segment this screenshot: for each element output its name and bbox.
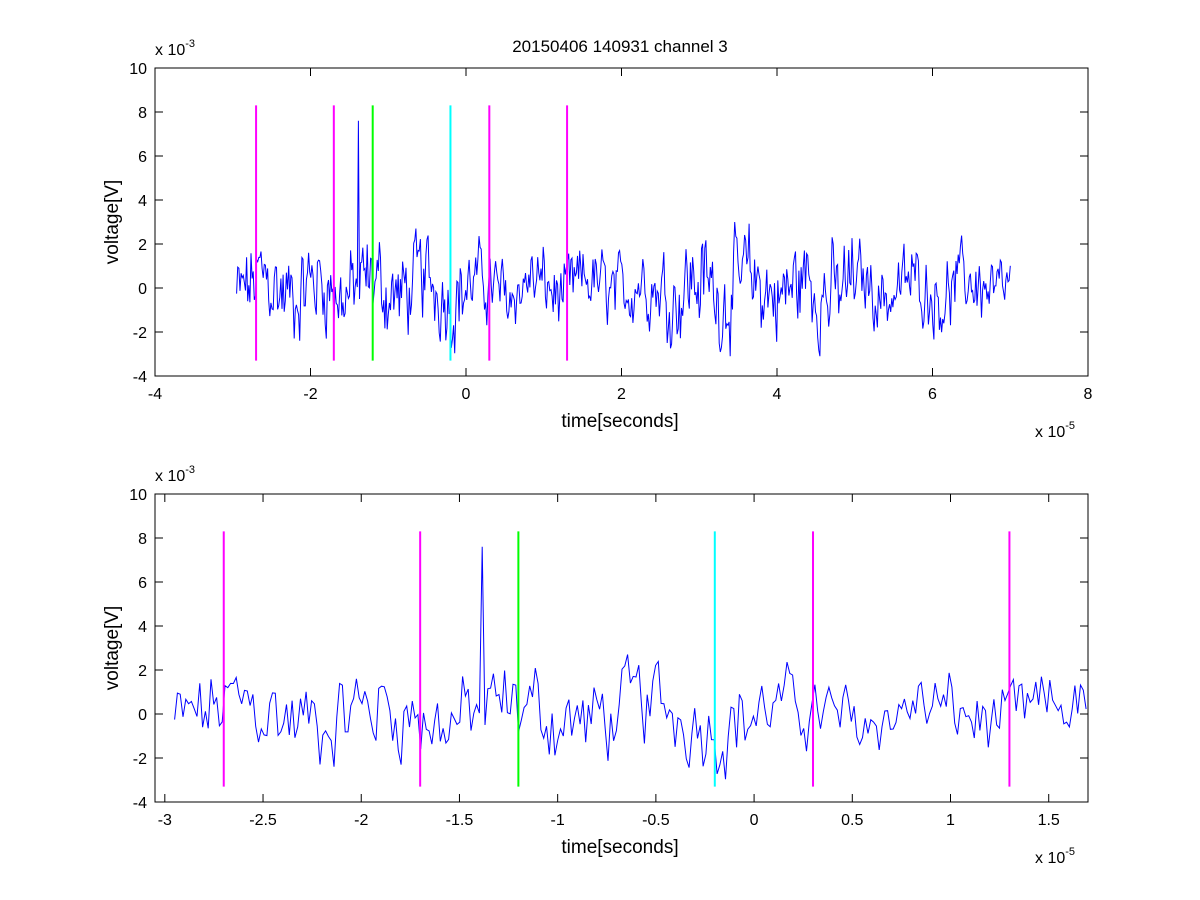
top-signal-layer xyxy=(236,120,1011,357)
bottom-xlabel: time[seconds] xyxy=(561,837,678,858)
bottom-y-exponent-base: x 10 xyxy=(155,468,185,485)
bottom-x-exponent: x 10-5 xyxy=(1035,846,1075,867)
top-ytick-label: 0 xyxy=(138,281,147,298)
bottom-axes-box xyxy=(154,493,1089,803)
top-signal-line xyxy=(236,120,1011,357)
top-xtick-label: -2 xyxy=(303,386,317,403)
top-xtick-label: 2 xyxy=(617,386,626,403)
bottom-xtick-label: 1.5 xyxy=(1038,812,1060,829)
top-xtick-label: 0 xyxy=(462,386,471,403)
subplot-bottom: -3 -2.5 -2 -1.5 -1 -0.5 0 0.5 1 1.5 -4 -2 0 2 4 6 8 10 t… xyxy=(102,464,1089,867)
top-xtick-label: 4 xyxy=(773,386,782,403)
bottom-ytick-label: -2 xyxy=(133,751,147,768)
bottom-xtick-label: -2 xyxy=(354,812,368,829)
bottom-xticks: -3 -2.5 -2 -1.5 -1 -0.5 0 0.5 1 1.5 xyxy=(158,494,1060,829)
bottom-x-exponent-power: -5 xyxy=(1065,846,1075,858)
bottom-signal-line xyxy=(174,546,1087,780)
bottom-yticks: -4 -2 0 2 4 6 8 10 xyxy=(129,487,1088,812)
top-y-exponent-power: -3 xyxy=(185,38,195,50)
top-ytick-label: -2 xyxy=(133,325,147,342)
top-ylabel: voltage[V] xyxy=(102,180,123,265)
bottom-ytick-label: 0 xyxy=(138,707,147,724)
bottom-xtick-label: 0 xyxy=(750,812,759,829)
top-xtick-label: 6 xyxy=(928,386,937,403)
top-ytick-label: 4 xyxy=(138,193,147,210)
bottom-marker-layer xyxy=(222,531,1011,787)
top-y-exponent: x 10-3 xyxy=(155,38,195,59)
bottom-xtick-label: -1 xyxy=(551,812,565,829)
subplot-top: -4 -2 0 2 4 6 8 -4 -2 0 2 4 6 8 10 time[seconds] volt… xyxy=(102,38,1093,441)
bottom-ylabel: voltage[V] xyxy=(102,606,123,691)
top-marker-layer xyxy=(255,105,569,361)
bottom-ytick-label: 10 xyxy=(129,487,147,504)
bottom-signal-layer xyxy=(174,546,1087,780)
top-ytick-label: 10 xyxy=(129,61,147,78)
bottom-y-exponent: x 10-3 xyxy=(155,464,195,485)
top-ytick-label: 8 xyxy=(138,105,147,122)
top-y-exponent-base: x 10 xyxy=(155,42,185,59)
bottom-xtick-label: -3 xyxy=(158,812,172,829)
top-xticks: -4 -2 0 2 4 6 8 xyxy=(148,68,1093,403)
bottom-xtick-label: -1.5 xyxy=(446,812,474,829)
top-xtick-label: -4 xyxy=(148,386,162,403)
top-xtick-label: 8 xyxy=(1084,386,1093,403)
bottom-xtick-label: 0.5 xyxy=(841,812,863,829)
bottom-ytick-label: 6 xyxy=(138,575,147,592)
top-ytick-label: 6 xyxy=(138,149,147,166)
bottom-ytick-label: 4 xyxy=(138,619,147,636)
top-x-exponent-power: -5 xyxy=(1065,420,1075,432)
bottom-y-exponent-power: -3 xyxy=(185,464,195,476)
top-yticks: -4 -2 0 2 4 6 8 10 xyxy=(129,61,1088,386)
top-ytick-label: -4 xyxy=(133,369,147,386)
bottom-xtick-label: -0.5 xyxy=(642,812,670,829)
top-x-exponent-base: x 10 xyxy=(1035,424,1065,441)
bottom-ytick-label: 2 xyxy=(138,663,147,680)
bottom-xtick-label: 1 xyxy=(946,812,955,829)
bottom-ytick-label: -4 xyxy=(133,795,147,812)
bottom-xtick-label: -2.5 xyxy=(249,812,277,829)
top-ytick-label: 2 xyxy=(138,237,147,254)
top-x-exponent: x 10-5 xyxy=(1035,420,1075,441)
chart-title: 20150406 140931 channel 3 xyxy=(512,37,728,56)
top-xlabel: time[seconds] xyxy=(561,411,678,432)
bottom-ytick-label: 8 xyxy=(138,531,147,548)
bottom-x-exponent-base: x 10 xyxy=(1035,850,1065,867)
